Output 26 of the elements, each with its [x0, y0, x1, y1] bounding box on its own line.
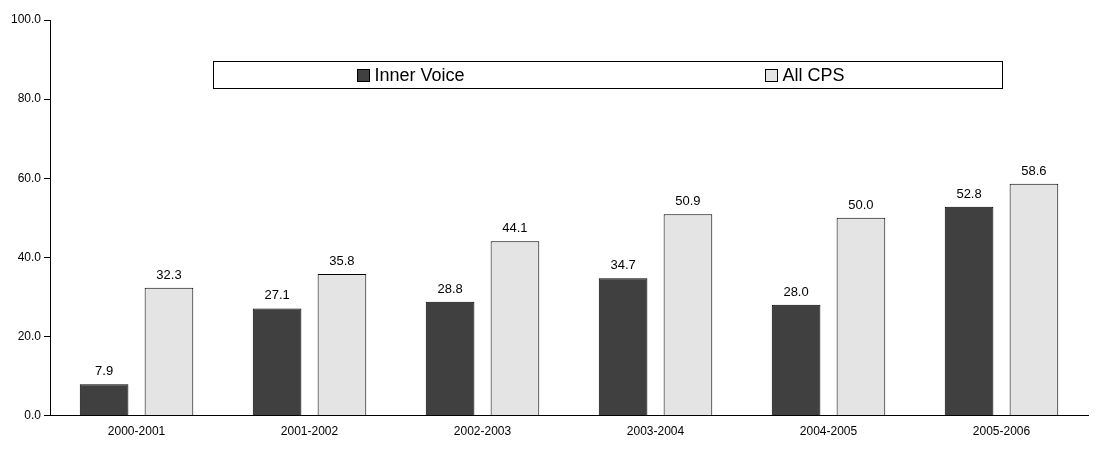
y-tick-label: 40.0 — [17, 249, 42, 264]
data-label: 34.7 — [610, 257, 636, 273]
data-label: 52.8 — [956, 185, 982, 201]
x-tick-label: 2000-2001 — [107, 424, 166, 439]
x-tick-label: 2002-2003 — [453, 424, 512, 439]
y-tick-label: 100.0 — [11, 12, 42, 27]
legend-label: Inner Voice — [374, 64, 465, 86]
y-tick-label: 60.0 — [17, 170, 42, 185]
data-label: 7.9 — [95, 363, 114, 379]
y-tick-label: 0.0 — [24, 407, 42, 422]
data-label: 35.8 — [329, 253, 355, 269]
data-label: 44.1 — [502, 220, 528, 236]
data-label: 28.0 — [783, 283, 809, 299]
x-tick-label: 2005-2006 — [972, 424, 1031, 439]
data-label: 28.8 — [437, 280, 463, 296]
data-label: 27.1 — [264, 287, 290, 303]
y-tick-label: 80.0 — [17, 91, 42, 106]
data-label: 32.3 — [156, 266, 182, 282]
x-tick-label: 2003-2004 — [626, 424, 685, 439]
x-tick-label: 2004-2005 — [799, 424, 858, 439]
data-label: 50.9 — [675, 193, 701, 209]
legend-label: All CPS — [782, 64, 845, 86]
data-label: 50.0 — [848, 196, 874, 212]
x-tick-label: 2001-2002 — [280, 424, 339, 439]
data-label: 58.6 — [1021, 162, 1047, 178]
y-tick-label: 20.0 — [17, 328, 42, 343]
